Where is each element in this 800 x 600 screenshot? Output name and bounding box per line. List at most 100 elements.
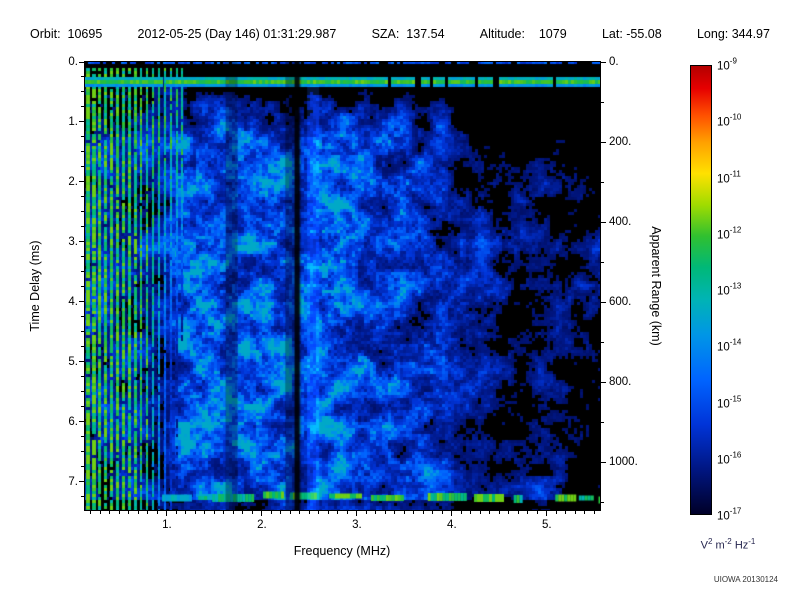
x-minor-tick bbox=[365, 511, 367, 514]
x-tick-label: 1. bbox=[162, 519, 172, 531]
x-minor-tick bbox=[536, 511, 538, 514]
y2-tick-label: 1000. bbox=[609, 456, 638, 468]
y2-tick-label: 200. bbox=[609, 136, 632, 148]
x-minor-tick bbox=[213, 511, 215, 514]
x-minor-tick bbox=[270, 511, 272, 514]
x-minor-tick bbox=[508, 511, 510, 514]
header-longitude: Long: 344.97 bbox=[696, 27, 770, 41]
y-minor-tick bbox=[81, 286, 84, 288]
y-tick-label: 7. bbox=[68, 475, 78, 488]
y-minor-tick bbox=[81, 151, 84, 153]
x-minor-tick bbox=[128, 511, 130, 514]
y2-tick-label: 0. bbox=[609, 56, 619, 68]
x-minor-tick bbox=[346, 511, 348, 514]
x-minor-tick bbox=[147, 511, 149, 514]
y-minor-tick bbox=[81, 496, 84, 498]
x-minor-tick bbox=[574, 511, 576, 514]
y-minor-tick bbox=[81, 76, 84, 78]
colorbar-tick-label: 10-17 bbox=[717, 506, 742, 523]
x-minor-tick bbox=[185, 511, 187, 514]
y-tick-label: 0. bbox=[68, 56, 78, 68]
y-tick-label: 4. bbox=[68, 295, 78, 308]
y-tick-label: 5. bbox=[68, 355, 78, 368]
x-minor-tick bbox=[242, 511, 244, 514]
x-minor-tick bbox=[441, 511, 443, 514]
y-major-tick bbox=[79, 421, 84, 423]
colorbar-unit: V2 m-2 Hz-1 bbox=[700, 537, 756, 552]
x-tick-label: 5. bbox=[542, 519, 552, 531]
y-tick-label: 2. bbox=[68, 175, 78, 188]
y2-minor-tick bbox=[601, 501, 604, 503]
x-minor-tick bbox=[318, 511, 320, 514]
y-minor-tick bbox=[81, 451, 84, 453]
x-minor-tick bbox=[413, 511, 415, 514]
y-tick-label: 1. bbox=[68, 115, 78, 128]
y-minor-tick bbox=[81, 211, 84, 213]
y-major-tick bbox=[79, 361, 84, 363]
header-datetime: 2012-05-25 (Day 146) 01:31:29.987 bbox=[137, 27, 337, 41]
y2-major-tick bbox=[601, 221, 606, 223]
y-minor-tick bbox=[81, 346, 84, 348]
y2-major-tick bbox=[601, 301, 606, 303]
y-tick-label: 6. bbox=[68, 415, 78, 428]
x-minor-tick bbox=[289, 511, 291, 514]
y2-major-tick bbox=[601, 381, 606, 383]
y2-axis-title: Apparent Range (km) bbox=[649, 226, 663, 346]
x-minor-tick bbox=[308, 511, 310, 514]
x-minor-tick bbox=[327, 511, 329, 514]
y-minor-tick bbox=[81, 106, 84, 108]
header-info: Orbit: 10695 2012-05-25 (Day 146) 01:31:… bbox=[30, 27, 770, 41]
x-minor-tick bbox=[223, 511, 225, 514]
y2-minor-tick bbox=[601, 101, 604, 103]
x-axis-title: Frequency (MHz) bbox=[293, 544, 391, 558]
x-major-tick bbox=[546, 511, 548, 516]
x-minor-tick bbox=[118, 511, 120, 514]
colorbar bbox=[690, 65, 712, 515]
y-major-tick bbox=[79, 181, 84, 183]
x-minor-tick bbox=[232, 511, 234, 514]
y-minor-tick bbox=[81, 436, 84, 438]
x-minor-tick bbox=[527, 511, 529, 514]
x-minor-tick bbox=[460, 511, 462, 514]
y2-minor-tick bbox=[601, 181, 604, 183]
y-minor-tick bbox=[81, 376, 84, 378]
y-minor-tick bbox=[81, 391, 84, 393]
x-tick-label: 4. bbox=[447, 519, 457, 531]
y2-minor-tick bbox=[601, 261, 604, 263]
y-minor-tick bbox=[81, 271, 84, 273]
x-minor-tick bbox=[422, 511, 424, 514]
x-minor-tick bbox=[555, 511, 557, 514]
y2-major-tick bbox=[601, 61, 606, 63]
y-minor-tick bbox=[81, 196, 84, 198]
x-major-tick bbox=[166, 511, 168, 516]
x-minor-tick bbox=[280, 511, 282, 514]
header-orbit: Orbit: 10695 bbox=[30, 27, 103, 41]
spectrogram-canvas bbox=[85, 62, 600, 510]
x-minor-tick bbox=[584, 511, 586, 514]
x-minor-tick bbox=[337, 511, 339, 514]
x-minor-tick bbox=[498, 511, 500, 514]
y-minor-tick bbox=[81, 256, 84, 258]
colorbar-tick-label: 10-15 bbox=[717, 394, 742, 410]
y-major-tick bbox=[79, 121, 84, 123]
x-minor-tick bbox=[432, 511, 434, 514]
y-minor-tick bbox=[81, 166, 84, 168]
y-major-tick bbox=[79, 61, 84, 63]
colorbar-tick-label: 10-10 bbox=[717, 112, 742, 129]
y2-minor-tick bbox=[601, 341, 604, 343]
x-minor-tick bbox=[109, 511, 111, 514]
y2-major-tick bbox=[601, 141, 606, 143]
plot-area bbox=[84, 61, 601, 511]
y-tick-label: 3. bbox=[68, 235, 78, 248]
y-minor-tick bbox=[81, 316, 84, 318]
x-minor-tick bbox=[251, 511, 253, 514]
x-major-tick bbox=[261, 511, 263, 516]
x-minor-tick bbox=[394, 511, 396, 514]
x-minor-tick bbox=[175, 511, 177, 514]
y-minor-tick bbox=[81, 226, 84, 228]
y2-tick-label: 800. bbox=[609, 376, 632, 388]
x-major-tick bbox=[451, 511, 453, 516]
x-minor-tick bbox=[565, 511, 567, 514]
x-minor-tick bbox=[194, 511, 196, 514]
header-sza: SZA: 137.54 bbox=[371, 27, 445, 41]
